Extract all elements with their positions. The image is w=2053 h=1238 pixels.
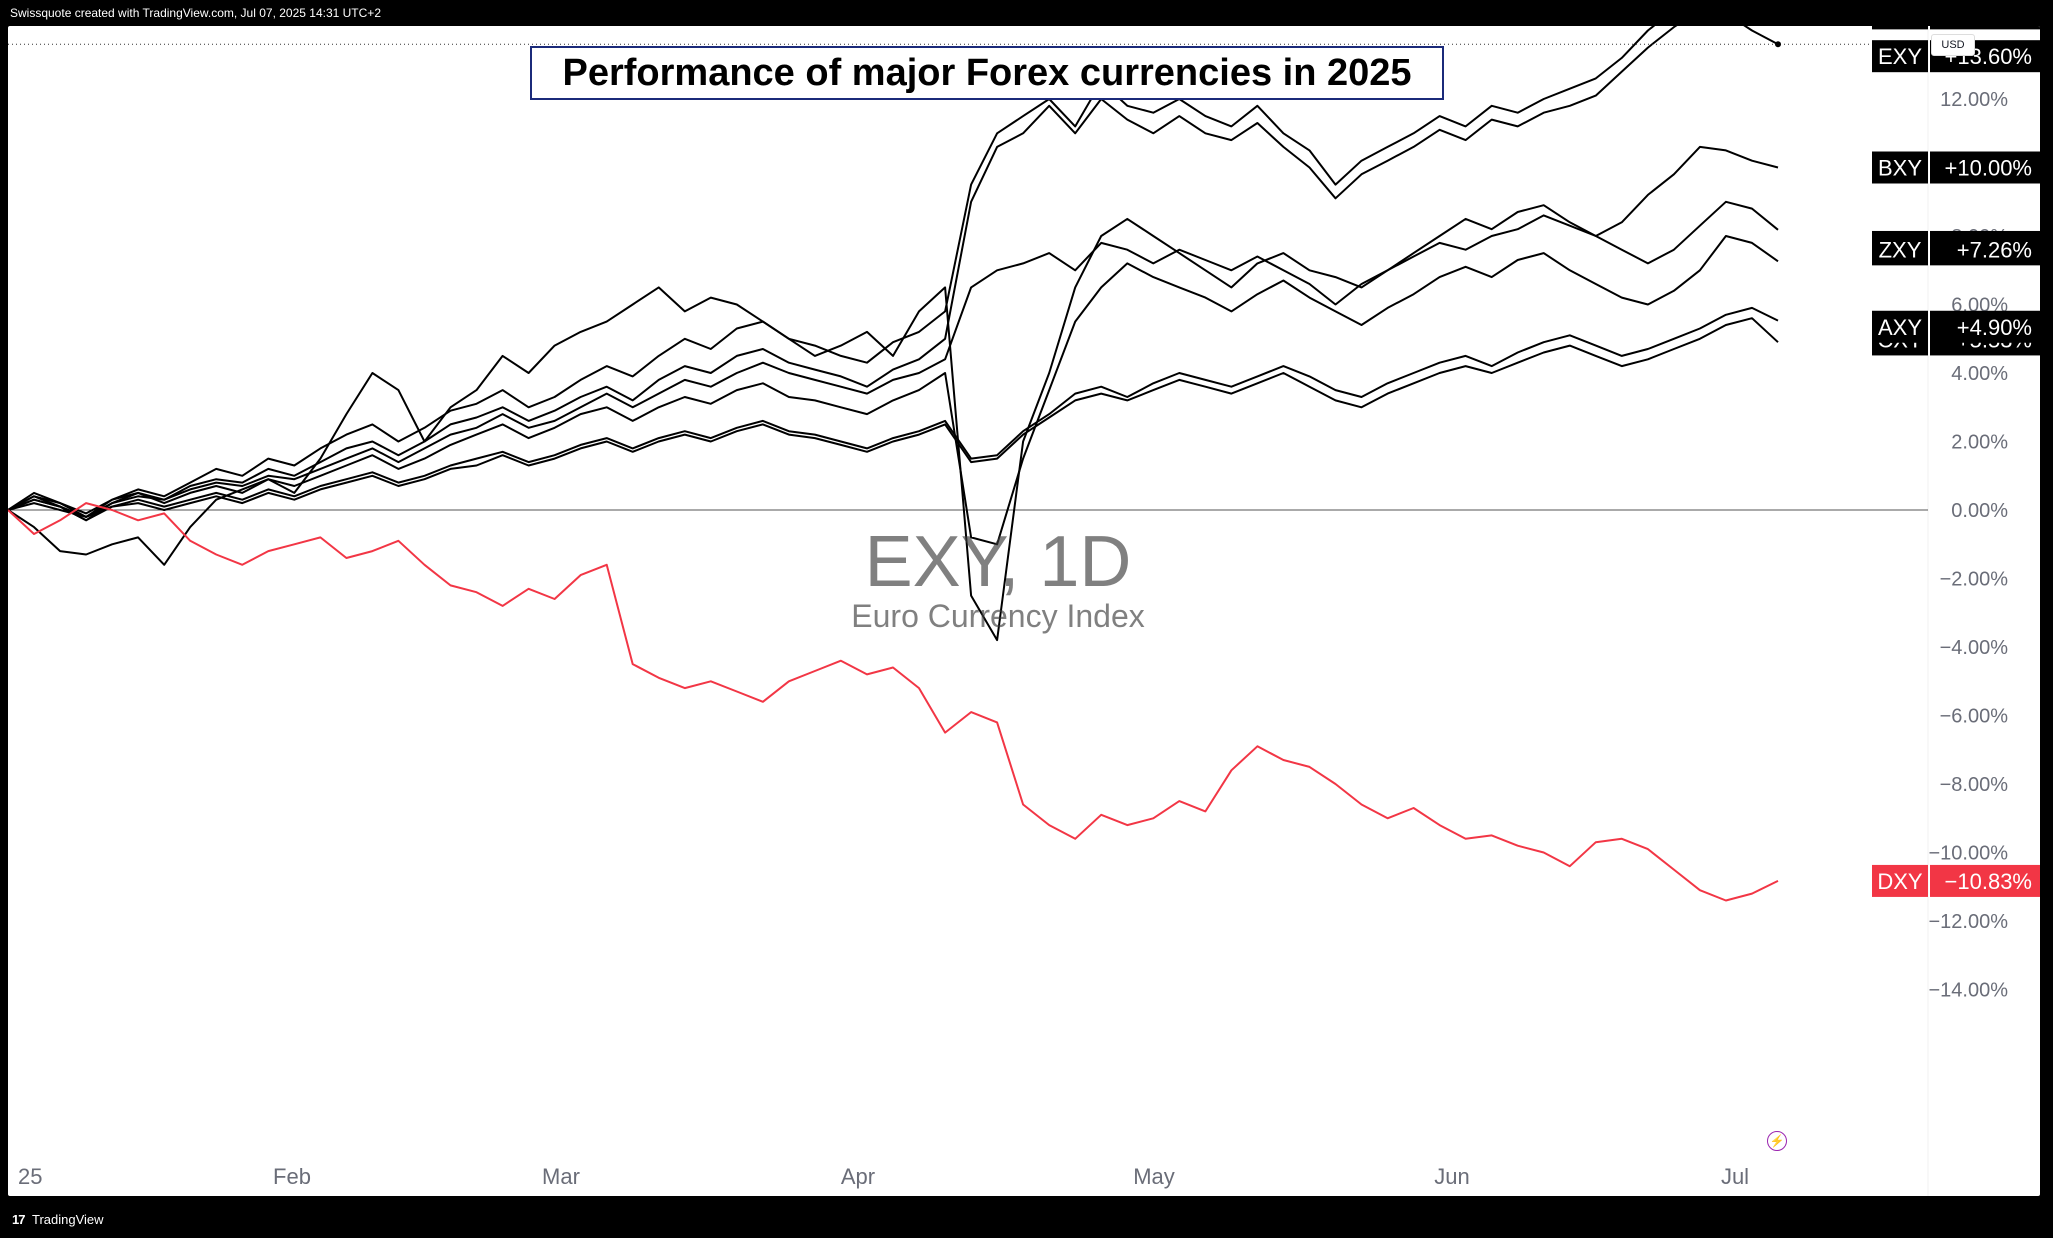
series-label-bxy[interactable]: BXY +10.00% — [1872, 151, 2040, 184]
series-label-name: DXY — [1877, 869, 1923, 894]
x-tick-label: Jun — [1434, 1164, 1469, 1189]
symbol-watermark: EXY, 1D Euro Currency Index — [758, 526, 1238, 634]
y-tick-label: 12.00% — [1940, 89, 2008, 111]
series-label-axy[interactable]: AXY +4.90% — [1872, 310, 2040, 343]
watermark-name: Euro Currency Index — [851, 598, 1145, 634]
y-tick-label: 4.00% — [1951, 363, 2008, 385]
footer-brand[interactable]: TradingView — [32, 1212, 104, 1227]
x-tick-label: Jul — [1721, 1164, 1749, 1189]
x-tick-label: May — [1133, 1164, 1175, 1189]
series-label-value: +10.00% — [1945, 156, 2032, 181]
series-label-value: +7.26% — [1957, 237, 2032, 262]
series-line-jxy — [8, 200, 1779, 642]
series-label-name: AXY — [1878, 315, 1922, 340]
x-tick-label: Mar — [542, 1164, 580, 1189]
series-label-value: −10.83% — [1945, 869, 2032, 894]
y-tick-label: 0.00% — [1951, 500, 2008, 522]
exy-last-point — [1775, 41, 1781, 48]
chart-title: Performance of major Forex currencies in… — [530, 46, 1444, 100]
tv-logo-icon[interactable]: 17 — [12, 1212, 26, 1227]
x-tick-label: Apr — [841, 1164, 875, 1189]
x-tick-label: Feb — [273, 1164, 311, 1189]
watermark-symbol: EXY, 1D — [864, 522, 1132, 602]
chart-frame[interactable]: 16.00%12.00%8.00%6.00%4.00%2.00%0.00%−2.… — [8, 26, 2040, 1196]
y-tick-label: −10.00% — [1928, 843, 2008, 865]
x-tick-label: 25 — [18, 1164, 42, 1189]
series-label-zxy[interactable]: ZXY +7.26% — [1872, 233, 2040, 266]
series-label-value: +4.90% — [1957, 315, 2032, 340]
lightning-icon[interactable]: ⚡ — [1767, 1131, 1787, 1151]
chart-credit: Swissquote created with TradingView.com,… — [10, 6, 381, 20]
series-line-zxy — [8, 235, 1779, 546]
y-tick-label: −12.00% — [1928, 911, 2008, 933]
series-label-sxy[interactable]: SXY+14.30% — [1872, 26, 2040, 30]
series-label-name: ZXY — [1879, 237, 1922, 262]
series-line-axy — [8, 317, 1779, 522]
bottom-bar: 17 TradingView — [0, 1200, 2053, 1238]
y-tick-label: −6.00% — [1940, 706, 2009, 728]
series-label-name: BXY — [1878, 156, 1922, 181]
y-tick-label: −14.00% — [1928, 980, 2008, 1002]
series-line-cxy — [8, 306, 1779, 518]
series-line-dxy — [8, 502, 1779, 902]
series-line-sxy — [8, 26, 1656, 515]
series-label-name: EXY — [1878, 44, 1922, 69]
series-label-dxy[interactable]: DXY −10.83% — [1872, 864, 2040, 897]
chart-svg[interactable]: 16.00%12.00%8.00%6.00%4.00%2.00%0.00%−2.… — [8, 26, 2040, 1196]
y-tick-label: −8.00% — [1940, 774, 2009, 796]
series-line-exy — [8, 26, 1779, 522]
y-tick-label: 2.00% — [1951, 432, 2008, 454]
y-tick-label: −4.00% — [1940, 637, 2009, 659]
currency-button[interactable]: USD — [1931, 34, 1975, 56]
y-tick-label: −2.00% — [1940, 569, 2009, 591]
top-bar: Swissquote created with TradingView.com,… — [0, 0, 2053, 26]
series-line-bxy — [8, 145, 1779, 518]
